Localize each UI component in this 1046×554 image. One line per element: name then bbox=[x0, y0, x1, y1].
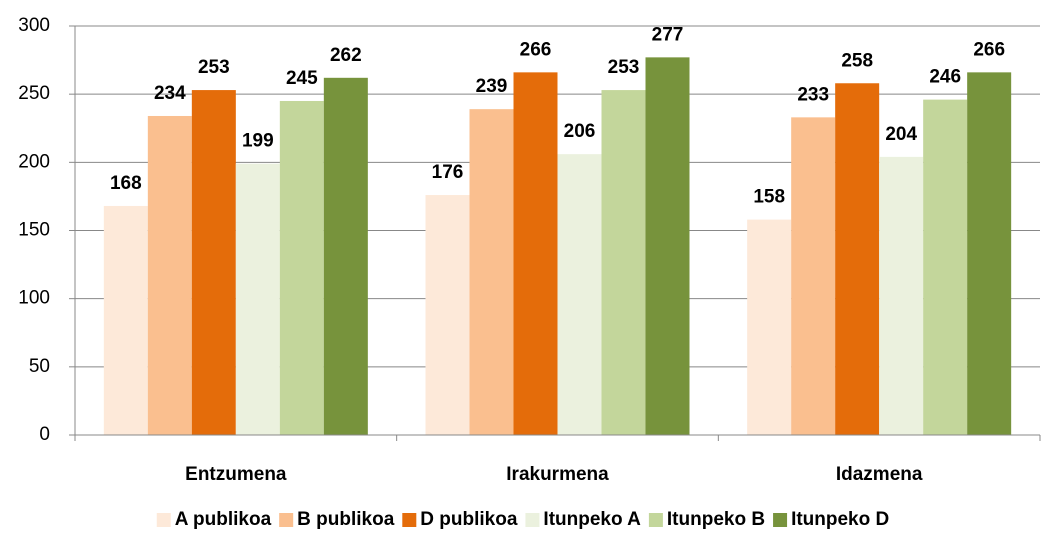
bar bbox=[601, 90, 646, 436]
x-tick-label: Idazmena bbox=[836, 464, 923, 485]
bar bbox=[791, 117, 836, 436]
legend-label: B publikoa bbox=[297, 509, 395, 530]
data-label: 277 bbox=[652, 24, 684, 45]
data-label: 246 bbox=[929, 67, 961, 88]
y-tick-label: 0 bbox=[39, 424, 50, 445]
data-label: 158 bbox=[753, 187, 785, 208]
bar bbox=[967, 72, 1012, 435]
bar bbox=[835, 83, 880, 435]
data-label: 199 bbox=[242, 131, 274, 152]
y-tick-label: 100 bbox=[18, 288, 50, 309]
bar bbox=[235, 163, 280, 436]
legend-label: Itunpeko A bbox=[543, 509, 641, 530]
bar bbox=[191, 90, 236, 436]
bar bbox=[645, 57, 690, 436]
data-label: 233 bbox=[797, 84, 829, 105]
legend-swatch bbox=[648, 513, 663, 527]
data-label: 266 bbox=[973, 39, 1005, 60]
x-tick-label: Irakurmena bbox=[506, 464, 609, 485]
bar bbox=[557, 154, 602, 436]
data-label: 253 bbox=[198, 57, 230, 78]
bar bbox=[513, 72, 558, 435]
bar bbox=[425, 195, 470, 435]
bar bbox=[923, 99, 968, 436]
data-label: 176 bbox=[432, 162, 464, 183]
bar bbox=[879, 156, 924, 435]
legend-swatch bbox=[525, 513, 540, 527]
legend-swatch bbox=[279, 513, 294, 527]
legend-label: D publikoa bbox=[420, 509, 518, 530]
bar bbox=[147, 115, 192, 435]
data-label: 266 bbox=[520, 39, 552, 60]
data-label: 239 bbox=[476, 76, 508, 97]
data-label: 253 bbox=[608, 57, 640, 78]
bar bbox=[279, 100, 324, 435]
data-label: 245 bbox=[286, 68, 318, 89]
bar bbox=[323, 77, 368, 435]
legend-label: Itunpeko D bbox=[791, 509, 889, 530]
bar bbox=[103, 205, 148, 435]
bar bbox=[469, 109, 514, 435]
legend-swatch bbox=[156, 513, 171, 527]
legend-swatch bbox=[773, 513, 788, 527]
y-tick-label: 50 bbox=[29, 356, 50, 377]
data-label: 206 bbox=[564, 121, 596, 142]
legend-label: Itunpeko B bbox=[667, 509, 765, 530]
data-label: 262 bbox=[330, 45, 362, 66]
data-label: 168 bbox=[110, 173, 142, 194]
data-label: 204 bbox=[885, 124, 917, 145]
data-label: 258 bbox=[841, 50, 873, 71]
y-tick-label: 250 bbox=[18, 83, 50, 104]
y-tick-label: 300 bbox=[18, 15, 50, 36]
bar bbox=[747, 219, 792, 435]
x-tick-label: Entzumena bbox=[185, 464, 287, 485]
y-tick-label: 150 bbox=[18, 220, 50, 241]
legend-label: A publikoa bbox=[175, 509, 272, 530]
y-tick-label: 200 bbox=[18, 151, 50, 172]
legend-swatch bbox=[402, 513, 417, 527]
data-label: 234 bbox=[154, 83, 186, 104]
